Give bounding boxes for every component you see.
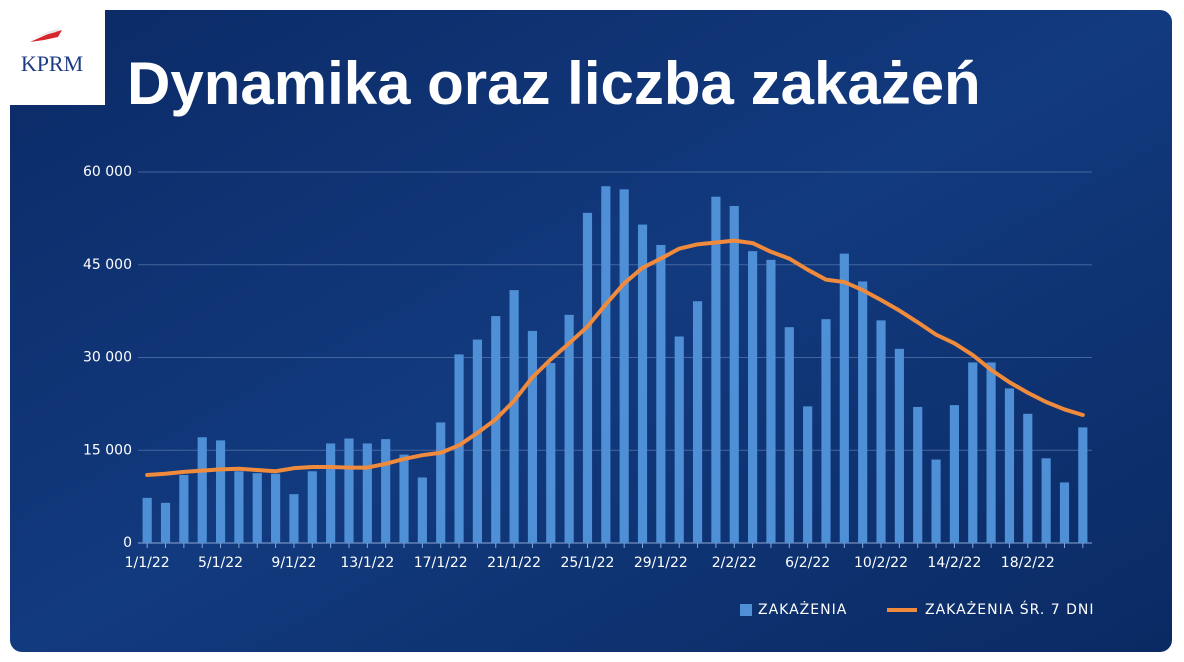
bar <box>436 422 446 543</box>
x-tick-label: 21/1/22 <box>487 555 541 571</box>
chart-title: Dynamika oraz liczba zakażeń <box>127 50 981 117</box>
bar <box>546 363 556 543</box>
bar <box>215 440 226 543</box>
logo-flag-white <box>34 28 60 38</box>
legend-swatch <box>740 604 752 616</box>
bar <box>692 301 703 543</box>
bar <box>252 473 262 543</box>
bar <box>472 339 482 543</box>
bar <box>711 196 721 543</box>
logo-flag <box>30 30 62 42</box>
bar <box>289 494 299 543</box>
bar <box>1059 482 1070 543</box>
bar <box>491 316 501 543</box>
bar <box>564 314 574 543</box>
bar <box>1023 413 1033 543</box>
x-tick-label: 2/2/22 <box>712 555 757 571</box>
x-tick-label: 5/1/22 <box>198 555 243 571</box>
bar <box>876 320 886 543</box>
y-tick-label: 60 000 <box>83 164 132 180</box>
bar <box>160 502 171 543</box>
bar <box>637 224 648 543</box>
bar <box>234 471 244 543</box>
bar <box>582 212 593 543</box>
logo-text: KPRM <box>21 51 83 76</box>
logo-box <box>0 0 105 105</box>
bar <box>619 189 629 543</box>
bar <box>307 471 317 543</box>
bar <box>674 336 684 543</box>
bar <box>821 319 831 543</box>
x-tick-label: 18/2/22 <box>1001 555 1055 571</box>
x-tick-label: 17/1/22 <box>414 555 468 571</box>
x-tick-label: 14/2/22 <box>927 555 981 571</box>
y-tick-label: 15 000 <box>83 442 132 458</box>
bar <box>1004 388 1015 543</box>
y-tick-label: 45 000 <box>83 257 132 273</box>
legend-label: ZAKAŻENIA ŚR. 7 DNI <box>925 600 1095 618</box>
bar <box>839 253 849 543</box>
x-tick-label: 13/1/22 <box>340 555 394 571</box>
bar <box>271 473 281 543</box>
bar <box>784 327 794 543</box>
x-tick-label: 6/2/22 <box>785 555 830 571</box>
bar <box>1041 458 1051 543</box>
bar <box>527 330 538 543</box>
x-tick-label: 10/2/22 <box>854 555 908 571</box>
bar <box>858 281 868 543</box>
bar <box>894 348 904 543</box>
bar <box>1078 427 1088 543</box>
bar <box>601 186 611 543</box>
bar <box>931 459 941 543</box>
bar <box>968 362 978 543</box>
y-tick-label: 0 <box>123 535 132 551</box>
bar <box>417 477 427 543</box>
bar <box>803 406 813 543</box>
bar <box>913 406 923 543</box>
bar <box>509 290 519 543</box>
x-tick-label: 29/1/22 <box>634 555 688 571</box>
bar <box>344 438 354 543</box>
x-tick-label: 9/1/22 <box>271 555 316 571</box>
x-tick-label: 1/1/22 <box>125 555 170 571</box>
bar <box>949 405 959 543</box>
bar <box>326 443 336 543</box>
bar <box>986 362 996 543</box>
bar <box>729 206 739 543</box>
y-tick-label: 30 000 <box>83 350 132 366</box>
bar <box>197 437 207 543</box>
bar <box>362 443 372 543</box>
bar <box>766 259 776 543</box>
bar <box>454 354 464 543</box>
bar <box>656 244 666 544</box>
bar <box>399 454 409 543</box>
bar <box>381 439 391 543</box>
x-tick-label: 25/1/22 <box>560 555 614 571</box>
bar <box>748 251 758 543</box>
line <box>145 238 1085 477</box>
legend-label: ZAKAŻENIA <box>758 600 847 618</box>
bar <box>142 497 152 543</box>
bar <box>179 474 189 543</box>
